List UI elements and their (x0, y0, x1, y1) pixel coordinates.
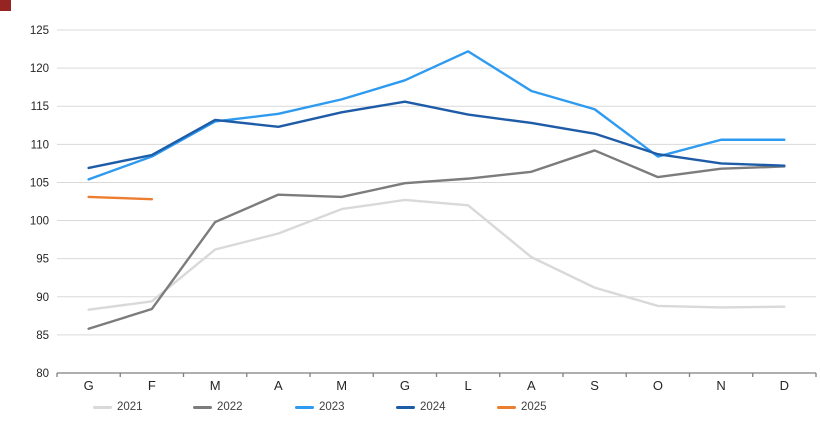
legend-swatch-2022 (193, 405, 212, 409)
legend-label-2023: 2023 (319, 401, 345, 413)
legend-item-2023: 2023 (295, 399, 345, 415)
x-axis-month-label: G (84, 378, 94, 393)
series-line-2021 (87, 198, 786, 311)
legend-swatch-2025 (497, 405, 516, 409)
legend-label-2021: 2021 (117, 401, 143, 413)
y-axis-tick-label: 105 (30, 177, 49, 189)
legend-swatch-2021 (93, 405, 112, 409)
legend-swatch-2024 (396, 405, 415, 409)
x-axis-month-label: A (527, 378, 536, 393)
legend-label-2024: 2024 (420, 401, 446, 413)
x-axis-month-label: F (148, 378, 156, 393)
y-axis-tick-label: 100 (30, 216, 49, 228)
x-axis-month-label: G (400, 378, 410, 393)
series-line-2022 (87, 149, 786, 330)
legend-label-2022: 2022 (217, 401, 243, 413)
series-line-2024 (87, 100, 786, 170)
legend-label-2025: 2025 (521, 401, 547, 413)
chart-legend: 2021 2022 2023 2024 2025 (0, 399, 820, 421)
x-axis-month-label: A (274, 378, 283, 393)
legend-item-2025: 2025 (497, 399, 547, 415)
legend-swatch-2023 (295, 405, 314, 409)
x-axis-month-label: N (716, 378, 725, 393)
y-axis-tick-label: 120 (30, 63, 49, 75)
series-line-2023 (87, 50, 786, 181)
x-axis-month-label: S (590, 378, 599, 393)
x-axis-month-label: L (465, 378, 472, 393)
y-axis-tick-label: 80 (36, 368, 49, 380)
legend-item-2021: 2021 (93, 399, 143, 415)
y-axis-tick-label: 90 (36, 292, 49, 304)
x-axis-month-label: D (780, 378, 789, 393)
y-axis-tick-label: 115 (31, 101, 49, 113)
y-axis-tick-label: 125 (30, 25, 49, 37)
corner-marker (0, 0, 11, 11)
legend-item-2022: 2022 (193, 399, 243, 415)
legend-item-2024: 2024 (396, 399, 446, 415)
y-axis-tick-label: 110 (31, 139, 49, 151)
x-axis-month-label: O (653, 378, 663, 393)
x-axis-month-label: M (210, 378, 221, 393)
x-axis-month-label: M (336, 378, 347, 393)
y-axis-tick-label: 85 (36, 330, 49, 342)
series-line-2025 (87, 195, 154, 201)
y-axis-tick-label: 95 (36, 254, 49, 266)
